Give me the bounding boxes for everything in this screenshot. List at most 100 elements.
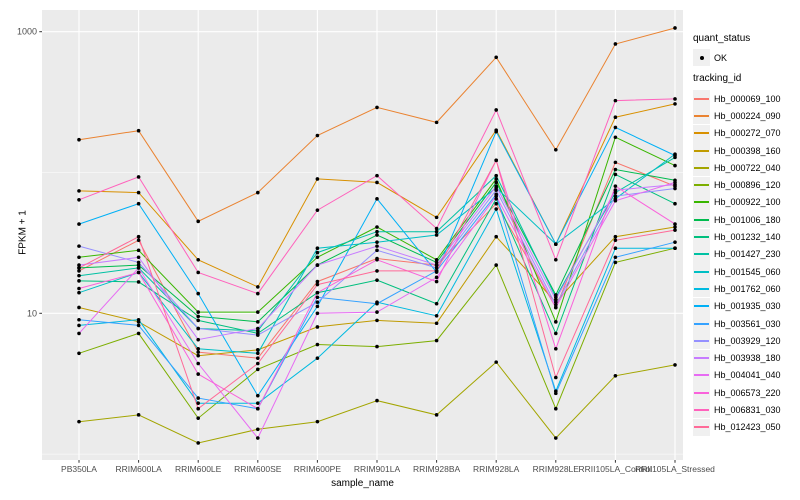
legend-item-label: Hb_000722_040 xyxy=(714,162,781,173)
data-point xyxy=(494,201,499,206)
data-point xyxy=(315,342,320,347)
data-point xyxy=(434,269,439,273)
data-point xyxy=(77,419,81,424)
data-point xyxy=(196,291,200,296)
data-point xyxy=(673,246,677,250)
data-point xyxy=(434,233,439,237)
data-point xyxy=(375,244,379,248)
data-point xyxy=(375,180,379,185)
legend-key-box xyxy=(693,142,710,160)
data-point xyxy=(613,198,618,203)
legend-item: Hb_001545_060 xyxy=(693,263,781,281)
y-tick-label: 1000 xyxy=(17,27,37,37)
data-point xyxy=(77,222,81,226)
line-swatch-icon xyxy=(694,426,709,429)
line-swatch-icon xyxy=(694,374,709,377)
legend-item: Hb_000398_160 xyxy=(693,142,781,160)
data-point xyxy=(375,301,379,306)
data-point xyxy=(434,313,439,318)
data-point xyxy=(136,190,141,195)
legend-item-label: Hb_000069_100 xyxy=(714,93,781,104)
data-point xyxy=(315,263,320,267)
legend-item: Hb_003938_180 xyxy=(693,349,781,367)
legend-title-tracking-id: tracking_id xyxy=(693,73,742,84)
data-point xyxy=(77,305,81,310)
line-swatch-icon xyxy=(694,184,709,187)
data-point xyxy=(255,320,260,324)
data-point xyxy=(673,163,677,168)
legend-item-label: Hb_001006_180 xyxy=(714,214,781,225)
legend-item: Hb_000224_090 xyxy=(693,107,781,125)
legend-key-box xyxy=(693,124,710,142)
data-point xyxy=(77,189,81,193)
legend-item-label: Hb_012423_050 xyxy=(714,422,781,433)
x-tick-label: RRIM600LA xyxy=(115,464,162,474)
x-tick-label: RRIM901LA xyxy=(354,464,401,474)
x-tick-label: RRII105LA_Stressed xyxy=(635,464,715,474)
data-point xyxy=(375,257,379,262)
data-point xyxy=(673,201,677,206)
legend-item: Hb_001427_230 xyxy=(693,245,781,263)
x-tick-label: RRIM600SE xyxy=(234,464,282,474)
data-point xyxy=(434,229,439,234)
data-point xyxy=(375,240,379,244)
data-point xyxy=(494,158,499,163)
legend-item: Hb_003929_120 xyxy=(693,332,781,350)
data-point xyxy=(196,353,200,358)
legend-key-box xyxy=(693,315,710,332)
legend-item: Hb_000069_100 xyxy=(693,90,781,108)
data-point xyxy=(196,372,200,376)
data-point xyxy=(375,278,379,282)
data-point xyxy=(434,275,439,280)
data-point xyxy=(136,413,141,417)
data-point xyxy=(136,175,141,179)
data-point xyxy=(613,115,618,120)
legend-item-ok: OK xyxy=(693,49,727,67)
data-point xyxy=(375,233,379,237)
data-point xyxy=(136,234,141,239)
legend-item: Hb_006831_030 xyxy=(693,401,781,419)
data-point xyxy=(673,97,677,101)
data-point xyxy=(673,180,677,185)
data-point xyxy=(613,190,618,195)
data-point xyxy=(315,356,320,360)
legend-item-label: Hb_001427_230 xyxy=(714,249,781,260)
data-point xyxy=(673,153,677,158)
point-icon xyxy=(699,55,704,60)
data-point xyxy=(494,108,499,112)
data-point xyxy=(136,270,141,275)
data-point xyxy=(196,361,200,366)
data-point xyxy=(136,255,141,260)
data-point xyxy=(673,363,677,367)
data-point xyxy=(196,396,200,400)
data-point xyxy=(196,350,200,354)
data-point xyxy=(315,304,320,309)
x-tick-label: RRIM600LE xyxy=(175,464,222,474)
legend-key-box xyxy=(693,366,710,384)
data-point xyxy=(613,160,618,165)
data-point xyxy=(255,333,260,337)
data-point xyxy=(315,250,320,255)
data-point xyxy=(255,361,260,366)
data-point xyxy=(554,305,558,310)
data-point xyxy=(196,310,200,314)
data-point xyxy=(196,326,200,331)
data-point xyxy=(434,263,439,267)
data-point xyxy=(375,229,379,234)
data-point xyxy=(494,234,499,239)
data-point xyxy=(375,344,379,349)
x-tick-label: RRII105LA_Control xyxy=(579,464,653,474)
data-point xyxy=(434,321,439,326)
legend-item-label: Hb_001762_060 xyxy=(714,283,781,294)
data-point xyxy=(613,238,618,243)
data-point xyxy=(196,441,200,445)
legend-item: Hb_001006_180 xyxy=(693,211,781,229)
data-point xyxy=(315,295,320,300)
legend-key-box xyxy=(693,211,710,229)
data-point xyxy=(77,244,81,248)
data-point xyxy=(315,325,320,329)
data-point xyxy=(136,201,141,206)
data-point xyxy=(613,184,618,188)
data-point xyxy=(673,186,677,191)
data-point xyxy=(613,98,618,103)
